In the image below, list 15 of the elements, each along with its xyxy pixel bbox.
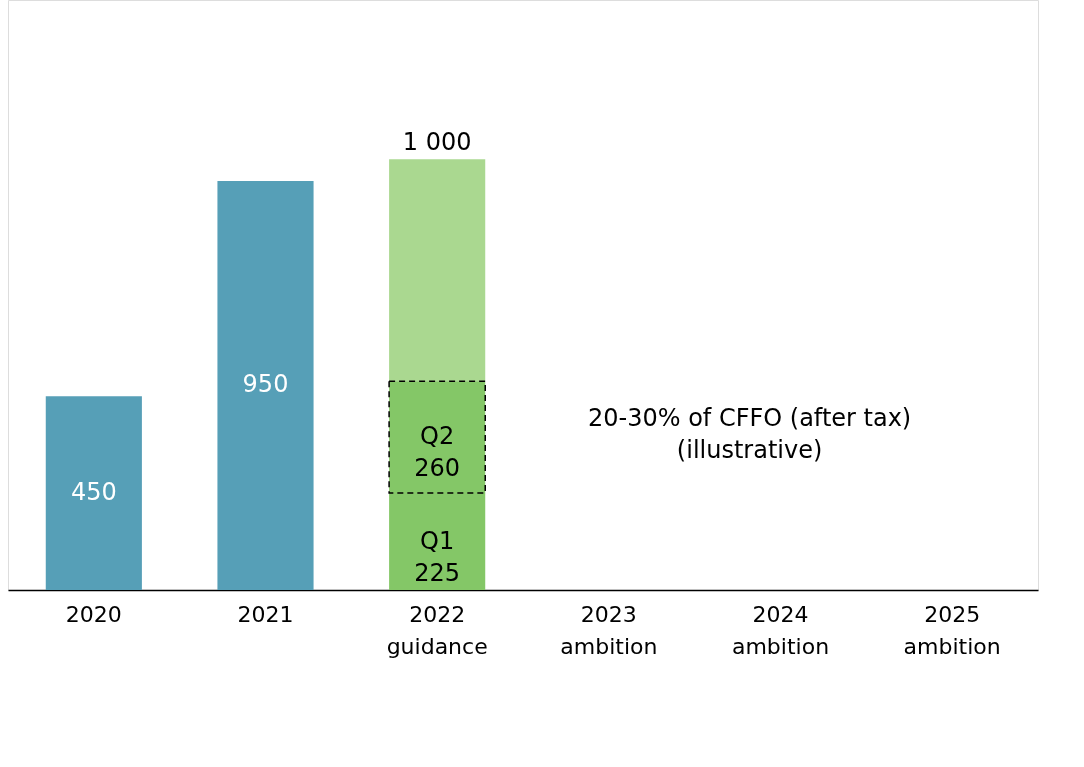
x-tick-label: 2025 ambition bbox=[903, 601, 1001, 659]
x-tick-label: 2020 bbox=[65, 601, 122, 627]
data-label: 450 bbox=[70, 478, 117, 507]
data-label: 950 bbox=[242, 370, 289, 399]
data-label: Q2 260 bbox=[414, 422, 461, 483]
total-label: 1 000 bbox=[402, 128, 472, 157]
x-tick-label: 2024 ambition bbox=[731, 601, 830, 659]
bar bbox=[217, 180, 314, 590]
bar bbox=[45, 396, 142, 590]
x-tick-label: 2023 ambition bbox=[560, 601, 658, 659]
annotation: 20-30% of CFFO (after tax) (illustrative) bbox=[587, 404, 912, 465]
x-tick-label: 2021 bbox=[237, 601, 294, 627]
data-label: Q1 225 bbox=[414, 526, 461, 587]
bar bbox=[389, 159, 486, 382]
x-tick-label: 2022 guidance bbox=[386, 601, 488, 659]
